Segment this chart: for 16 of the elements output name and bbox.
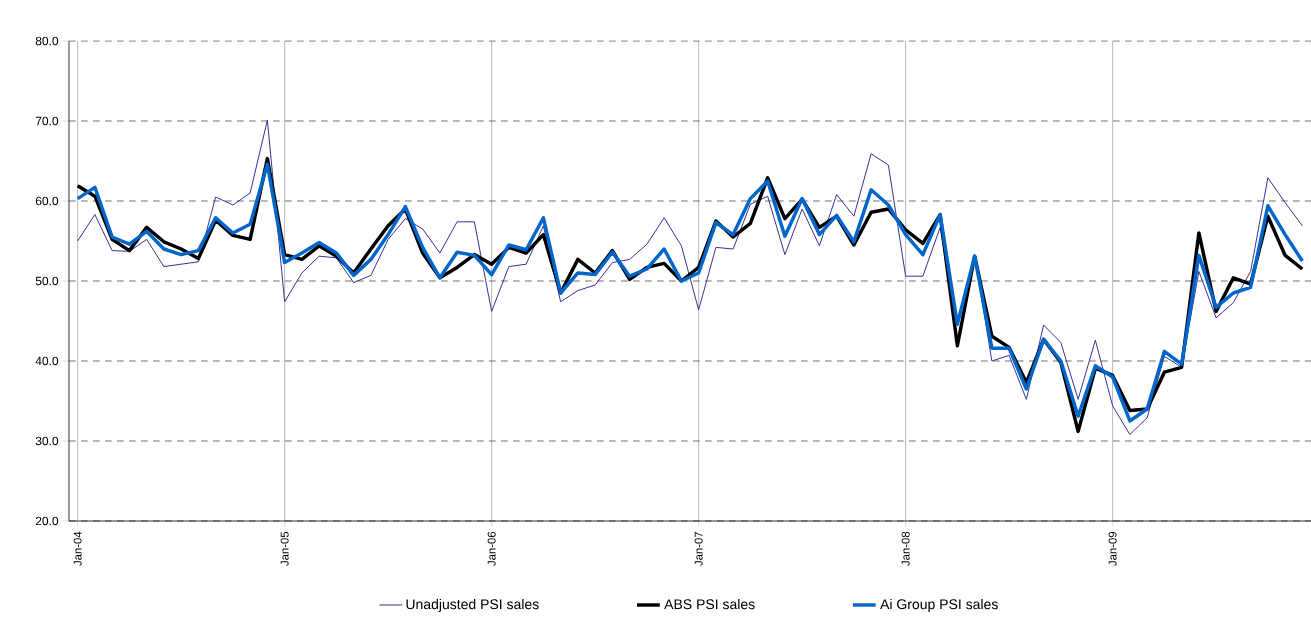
legend-label: ABS PSI sales xyxy=(664,598,755,610)
y-tick-label: 20.0 xyxy=(35,516,59,526)
legend-label: Ai Group PSI sales xyxy=(880,598,998,612)
y-tick-label: 60.0 xyxy=(35,196,59,206)
x-tick-label: Jan-06 xyxy=(487,531,496,566)
x-tick-label: Jan-04 xyxy=(73,531,82,566)
x-tick-label: Jan-05 xyxy=(280,531,289,566)
y-tick-label: 80.0 xyxy=(35,36,59,46)
y-tick-label: 30.0 xyxy=(35,436,59,446)
legend-label: Unadjusted PSI sales xyxy=(406,598,539,612)
y-tick-label: 40.0 xyxy=(35,356,59,366)
y-tick-label: 70.0 xyxy=(35,116,59,126)
x-tick-label: Jan-09 xyxy=(1108,531,1117,566)
y-tick-label: 50.0 xyxy=(35,276,59,286)
x-tick-label: Jan-08 xyxy=(901,531,910,566)
x-tick-label: Jan-07 xyxy=(694,531,703,566)
